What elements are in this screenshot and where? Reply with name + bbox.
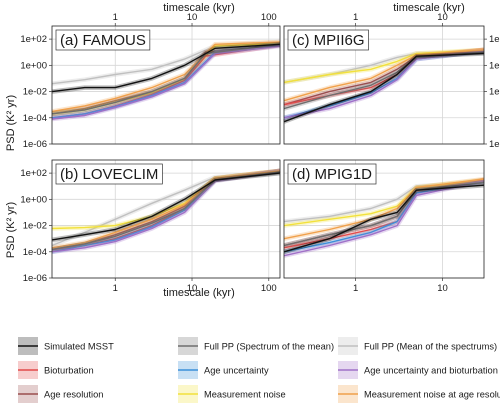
panel-title-text: (b) LOVECLIM <box>60 166 158 183</box>
series-line <box>51 172 281 241</box>
x-tick-label: 10 <box>187 283 198 294</box>
panel-1: 1 10 100 1e-06 1e-04 1e-02 1e+00 1e+02 (a) FAMOU… <box>20 12 281 150</box>
panel-frame <box>51 159 281 279</box>
panel-title: (c) MPII6G <box>287 29 369 51</box>
legend-label: Bioturbation <box>44 366 94 376</box>
y-tick-label: 1e-06 <box>489 139 500 150</box>
panel-frame <box>283 159 485 279</box>
panel-title: (d) MPIG1D <box>287 163 377 185</box>
x-tick-label: 10 <box>437 12 448 23</box>
y-axis-label-bottom: PSD (K² yr) <box>5 202 17 258</box>
series-line <box>283 184 485 253</box>
panel-frame <box>283 25 485 145</box>
series-line <box>283 49 485 102</box>
x-tick-label: 10 <box>437 283 448 294</box>
series-line <box>283 52 485 123</box>
series-line <box>51 172 281 247</box>
series-line <box>283 49 485 84</box>
y-tick-label: 1e-04 <box>23 247 47 258</box>
y-tick-label: 1e+02 <box>20 168 47 179</box>
panel-title: (b) LOVECLIM <box>55 163 163 185</box>
x-tick-label: 1 <box>353 283 358 294</box>
legend-label: Age resolution <box>44 390 103 400</box>
series-line <box>283 178 485 240</box>
y-tick-label: 1e+00 <box>20 60 47 71</box>
legend-label: Age uncertainty and bioturbation <box>364 366 498 376</box>
panel-title-text: (d) MPIG1D <box>292 166 372 183</box>
series-line <box>283 180 485 257</box>
legend-item: Age uncertainty <box>178 361 269 379</box>
panel-title-box <box>287 29 369 51</box>
panel-title-text: (a) FAMOUS <box>60 32 146 49</box>
x-tick-label: 10 <box>187 12 198 23</box>
series-line <box>51 170 281 249</box>
panels: 1 10 100 1e-06 1e-04 1e-02 1e+00 1e+02 (a) FAMOU… <box>20 12 500 294</box>
y-axis-label-top: PSD (K² yr) <box>5 95 17 151</box>
series-line <box>51 170 281 253</box>
legend: Simulated MSST Full PP (Spectrum of the m… <box>18 337 500 403</box>
legend-label: Full PP (Mean of the spectrums) <box>364 342 497 352</box>
y-tick-label: 1e+02 <box>489 34 500 45</box>
legend-label: Full PP (Spectrum of the mean) <box>204 342 334 352</box>
top-x-axis-label: timescale (kyr) <box>163 2 235 14</box>
bottom-x-axis-label: timescale (kyr) <box>163 287 235 299</box>
panel-title-box <box>55 29 151 51</box>
x-tick-label: 100 <box>261 283 277 294</box>
y-tick-label: 1e+02 <box>20 34 47 45</box>
y-tick-label: 1e-04 <box>23 113 47 124</box>
panel-4: 1 10 (d) MPIG1D <box>283 159 485 294</box>
series-line <box>51 45 281 120</box>
legend-label: Measurement noise at age resolution <box>364 390 500 400</box>
legend-item: Measurement noise at age resolution <box>338 385 500 403</box>
series-line <box>51 43 281 93</box>
x-tick-label: 1 <box>113 12 118 23</box>
y-tick-label: 1e-06 <box>23 139 47 150</box>
legend-item: Full PP (Spectrum of the mean) <box>178 337 334 355</box>
top-x-axis-label-right: timescale (kyr) <box>393 2 465 14</box>
legend-label: Age uncertainty <box>204 366 269 376</box>
series-line <box>283 50 485 119</box>
panel-title-text: (c) MPII6G <box>292 32 365 49</box>
legend-label: Measurement noise <box>204 390 286 400</box>
series-line <box>283 180 485 253</box>
y-tick-label: 1e-02 <box>23 87 47 98</box>
x-tick-label: 100 <box>261 12 277 23</box>
panel-title: (a) FAMOUS <box>55 29 151 51</box>
y-tick-label: 1e-02 <box>489 87 500 98</box>
legend-item: Measurement noise <box>178 385 286 403</box>
panel-2: 1 10 1e-06 1e-04 1e-02 1e+00 1e+02 (c) MPII6G <box>283 12 500 150</box>
series-line <box>283 51 485 110</box>
legend-item: Age uncertainty and bioturbation <box>338 361 498 379</box>
y-tick-label: 1e-06 <box>23 273 47 284</box>
y-tick-label: 1e-04 <box>489 113 500 124</box>
legend-item: Full PP (Mean of the spectrums) <box>338 337 497 355</box>
legend-item: Simulated MSST <box>18 337 114 355</box>
y-tick-label: 1e+00 <box>489 60 500 71</box>
panel-title-box <box>55 163 163 185</box>
y-tick-label: 1e+00 <box>20 194 47 205</box>
y-tick-label: 1e-02 <box>23 221 47 232</box>
panel-3: 1 10 100 1e-06 1e-04 1e-02 1e+00 1e+02 (b) LOVEC… <box>20 159 281 294</box>
legend-item: Age resolution <box>18 385 103 403</box>
x-tick-label: 1 <box>113 283 118 294</box>
x-tick-label: 1 <box>353 12 358 23</box>
panel-frame <box>51 25 281 145</box>
series-line <box>51 41 281 113</box>
panel-title-box <box>287 163 377 185</box>
legend-label: Simulated MSST <box>44 342 114 352</box>
legend-item: Bioturbation <box>18 361 94 379</box>
